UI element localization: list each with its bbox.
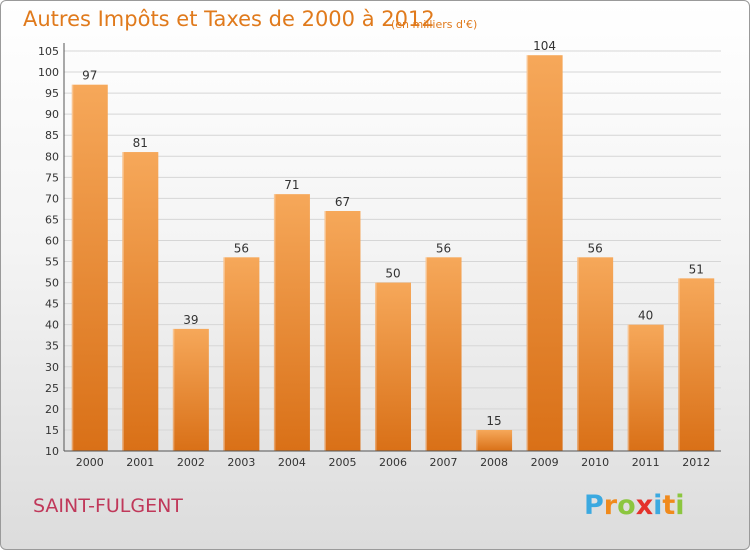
value-label: 67 xyxy=(335,195,350,209)
y-tick-label: 25 xyxy=(45,382,59,395)
value-label: 15 xyxy=(486,414,501,428)
y-tick-label: 60 xyxy=(45,234,59,247)
bar xyxy=(122,152,159,452)
x-tick-label: 2009 xyxy=(531,456,559,469)
y-tick-label: 105 xyxy=(38,45,59,58)
chart-title: Autres Impôts et Taxes de 2000 à 2012 xyxy=(23,7,435,31)
axes: 10 15 20 25 30 35 40 45 50 55 60 65 70 75 80 85 90 95 100 1… xyxy=(38,39,721,469)
bar-highlight xyxy=(71,84,74,452)
bar-highlight xyxy=(425,257,428,451)
chart-subtitle: (en milliers d'€) xyxy=(391,18,478,31)
value-label: 51 xyxy=(689,262,704,276)
y-tick-label: 80 xyxy=(45,150,59,163)
y-tick-label: 30 xyxy=(45,361,59,374)
y-tick-label: 65 xyxy=(45,213,59,226)
y-tick-label: 45 xyxy=(45,298,59,311)
bar xyxy=(172,328,209,451)
y-tick-label: 55 xyxy=(45,256,59,269)
bar-highlight xyxy=(476,429,478,451)
y-tick-label: 35 xyxy=(45,340,59,353)
bar-highlight xyxy=(324,211,326,451)
x-tick-label: 2000 xyxy=(76,456,104,469)
bar xyxy=(71,84,108,452)
value-label: 81 xyxy=(133,136,148,150)
y-tick-label: 90 xyxy=(45,108,59,121)
x-tick-label: 2005 xyxy=(328,456,356,469)
y-tick-label: 70 xyxy=(45,192,59,205)
value-label: 39 xyxy=(183,313,198,327)
y-tick-label: 75 xyxy=(45,171,59,184)
x-tick-label: 2001 xyxy=(126,456,154,469)
value-label: 56 xyxy=(588,241,603,255)
bar-highlight xyxy=(273,194,276,451)
bar-highlight xyxy=(678,278,680,451)
y-tick-label: 50 xyxy=(45,277,59,290)
value-label: 71 xyxy=(284,178,299,192)
x-tick-label: 2008 xyxy=(480,456,508,469)
value-label: 104 xyxy=(533,39,556,53)
bar xyxy=(577,257,614,451)
bar-highlight xyxy=(122,152,124,452)
bar xyxy=(678,278,715,451)
y-tick-label: 100 xyxy=(38,66,59,79)
bar xyxy=(425,257,462,451)
x-tick-label: 2002 xyxy=(177,456,205,469)
x-tick-label: 2012 xyxy=(682,456,710,469)
y-tick-label: 85 xyxy=(45,129,59,142)
x-tick-label: 2004 xyxy=(278,456,306,469)
bar-highlight xyxy=(526,55,529,452)
x-tick-label: 2010 xyxy=(581,456,609,469)
value-label: 56 xyxy=(234,241,249,255)
x-tick-label: 2006 xyxy=(379,456,407,469)
bar xyxy=(627,324,664,451)
value-label: 56 xyxy=(436,241,451,255)
value-label: 50 xyxy=(385,267,400,281)
y-tick-label: 15 xyxy=(45,424,59,437)
value-label: 40 xyxy=(638,309,653,323)
bar xyxy=(324,211,361,451)
bar-highlight xyxy=(223,257,225,451)
bar-highlight xyxy=(375,282,377,451)
bar xyxy=(526,55,563,452)
proxiti-logo: Proxiti xyxy=(584,490,685,521)
x-tick-label: 2007 xyxy=(430,456,458,469)
y-tick-label: 40 xyxy=(45,319,59,332)
bar-highlight xyxy=(577,257,579,451)
bar xyxy=(273,194,310,451)
y-tick-label: 20 xyxy=(45,403,59,416)
bars xyxy=(71,55,715,452)
bar-highlight xyxy=(627,324,630,451)
bar xyxy=(223,257,260,451)
x-tick-label: 2003 xyxy=(227,456,255,469)
bar-highlight xyxy=(172,328,175,451)
bar xyxy=(375,282,411,451)
commune-name: SAINT-FULGENT xyxy=(33,495,183,517)
value-label: 97 xyxy=(82,69,97,83)
bar xyxy=(476,429,513,451)
y-tick-label: 10 xyxy=(45,445,59,458)
x-tick-label: 2011 xyxy=(632,456,660,469)
y-tick-label: 95 xyxy=(45,87,59,100)
